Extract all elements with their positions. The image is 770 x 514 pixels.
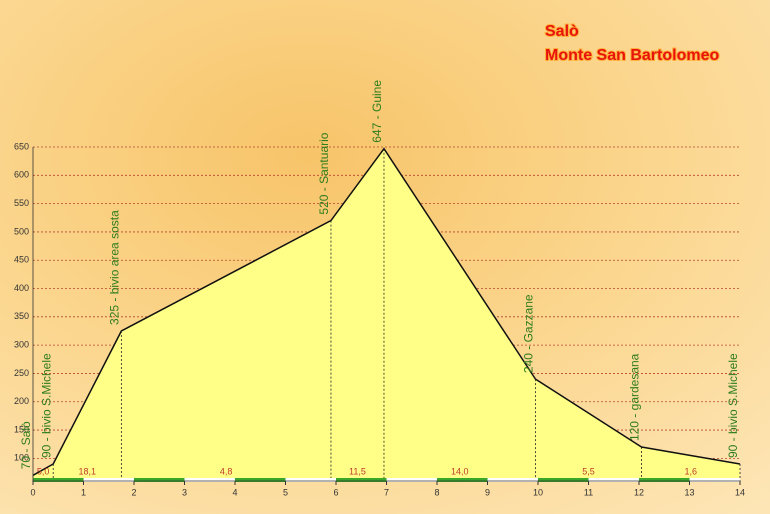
- y-tick-label: 600: [14, 170, 29, 180]
- point-label: 90 - bivio S.Michele: [726, 353, 740, 458]
- y-tick-label: 100: [14, 453, 29, 463]
- x-tick-label: 6: [333, 487, 338, 497]
- x-tick-label: 9: [485, 487, 490, 497]
- y-tick-label: 650: [14, 141, 29, 151]
- x-tick-label: 14: [735, 487, 745, 497]
- x-tick-label: 8: [434, 487, 439, 497]
- profile-line: [32, 147, 741, 476]
- km-strip: [437, 478, 488, 482]
- km-strip: [588, 478, 639, 482]
- y-tick-label: 150: [14, 424, 29, 434]
- y-tick-label: 300: [14, 340, 29, 350]
- grade-label: 18,1: [79, 466, 97, 476]
- km-strip: [639, 478, 690, 482]
- km-strip: [538, 478, 589, 482]
- x-tick-label: 5: [283, 487, 288, 497]
- km-strip: [336, 478, 387, 482]
- grade-label: 4,8: [220, 466, 233, 476]
- point-label: 240 - Gazzane: [522, 294, 536, 373]
- x-tick-label: 2: [131, 487, 136, 497]
- km-strip: [487, 478, 538, 482]
- y-tick-label: 550: [14, 198, 29, 208]
- km-strip: [33, 478, 84, 482]
- y-tick-label: 200: [14, 396, 29, 406]
- point-label: 647 - Guine: [370, 80, 384, 143]
- km-strip: [689, 478, 740, 482]
- km-strip: [134, 478, 185, 482]
- x-tick-label: 12: [634, 487, 644, 497]
- x-tick-label: 10: [533, 487, 543, 497]
- x-tick-label: 7: [384, 487, 389, 497]
- y-tick-label: 450: [14, 255, 29, 265]
- km-strip: [235, 478, 286, 482]
- x-tick-label: 0: [30, 487, 35, 497]
- x-tick-label: 3: [182, 487, 187, 497]
- y-tick-label: 350: [14, 311, 29, 321]
- grade-label: 11,5: [349, 466, 366, 476]
- chart-title: Salò: [545, 23, 579, 40]
- area: [33, 148, 740, 481]
- point-label: 120 - gardesana: [628, 353, 642, 441]
- y-tick-label: 250: [14, 368, 29, 378]
- y-tick-label: 500: [14, 226, 29, 236]
- chart-subtitle: Monte San Bartolomeo: [545, 47, 719, 64]
- grade-label: 14,0: [451, 466, 469, 476]
- x-tick-label: 13: [684, 487, 694, 497]
- km-strip: [386, 478, 437, 482]
- km-strip: [83, 478, 134, 482]
- grade-label: 5,0: [37, 466, 50, 476]
- grade-label: 5,5: [582, 466, 595, 476]
- point-label: 325 - bivio area sosta: [108, 210, 122, 325]
- y-tick-label: 400: [14, 283, 29, 293]
- x-tick-label: 11: [584, 487, 593, 497]
- x-tick-label: 1: [81, 487, 86, 497]
- x-tick-label: 4: [232, 487, 237, 497]
- km-strip: [285, 478, 336, 482]
- point-label: 70 - Salò: [19, 421, 33, 469]
- km-strip: [184, 478, 235, 482]
- point-label: 520 - Santuario: [317, 132, 331, 214]
- point-label: 90 - bivio S.Michele: [39, 353, 53, 458]
- grade-label: 1,6: [685, 466, 698, 476]
